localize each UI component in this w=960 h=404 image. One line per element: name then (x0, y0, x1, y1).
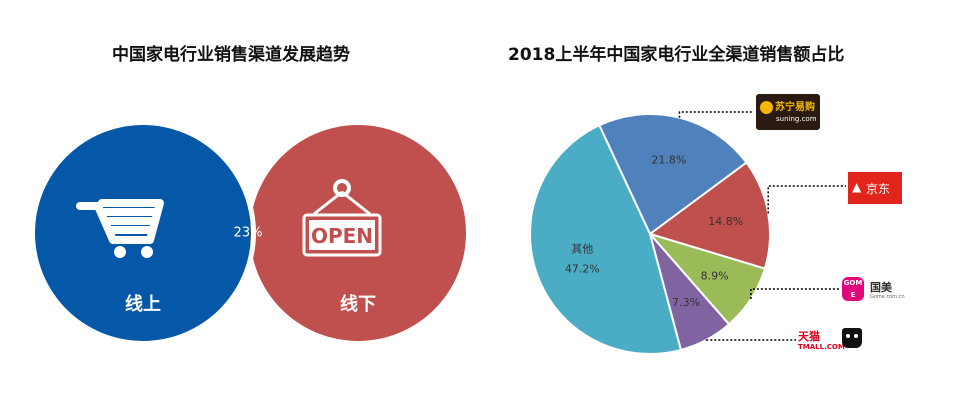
pie-value-label: 8.9% (701, 270, 729, 283)
pie-leader-line (678, 111, 754, 118)
jd-dog-icon: ▲ (852, 180, 862, 194)
pie-value-label: 47.2% (565, 263, 600, 276)
open-sign-text: OPEN (311, 224, 373, 248)
gome-logo-subtext: Gome.com.cn (870, 294, 905, 300)
tmall-logo-text: 天猫 (798, 330, 820, 343)
gome-logo: GOME 国美 Gome.com.cn (842, 277, 905, 303)
pie-value-label: 21.8% (651, 154, 686, 167)
pie-value-label: 7.3% (672, 296, 700, 309)
pie-slice (529, 123, 683, 355)
gome-badge: GOME (842, 277, 864, 301)
jd-logo-text: 京东 (866, 182, 891, 196)
open-sign-icon: OPEN (302, 179, 382, 257)
gome-logo-text: 国美 (870, 281, 892, 294)
tmall-logo: 天猫 TMALL.COM (798, 326, 864, 356)
suning-logo: 苏宁易购 suning.com (756, 94, 820, 130)
pie-leader-line (767, 185, 846, 214)
suning-logo-subtext: suning.com (776, 115, 817, 123)
suning-logo-text: 苏宁易购 (775, 102, 815, 113)
pie-chart-title: 2018上半年中国家电行业全渠道销售额占比 (508, 45, 845, 65)
tmall-cat-icon (842, 328, 862, 348)
shopping-cart-icon (76, 199, 164, 258)
suning-lion-icon (760, 101, 773, 114)
pie-category-label: 其他 (571, 243, 593, 256)
online-label: 线上 (125, 293, 161, 315)
offline-label: 线下 (340, 293, 376, 315)
venn-chart-title: 中国家电行业销售渠道发展趋势 (112, 45, 350, 65)
jd-logo: ▲ 京东 (848, 172, 902, 204)
tmall-logo-subtext: TMALL.COM (798, 343, 845, 351)
pie-leader-line (750, 288, 840, 299)
overlap-label: 23% (234, 226, 263, 241)
venn-diagram: OPEN 23% 线上 线下 (35, 125, 466, 341)
pie-value-label: 14.8% (708, 215, 743, 228)
